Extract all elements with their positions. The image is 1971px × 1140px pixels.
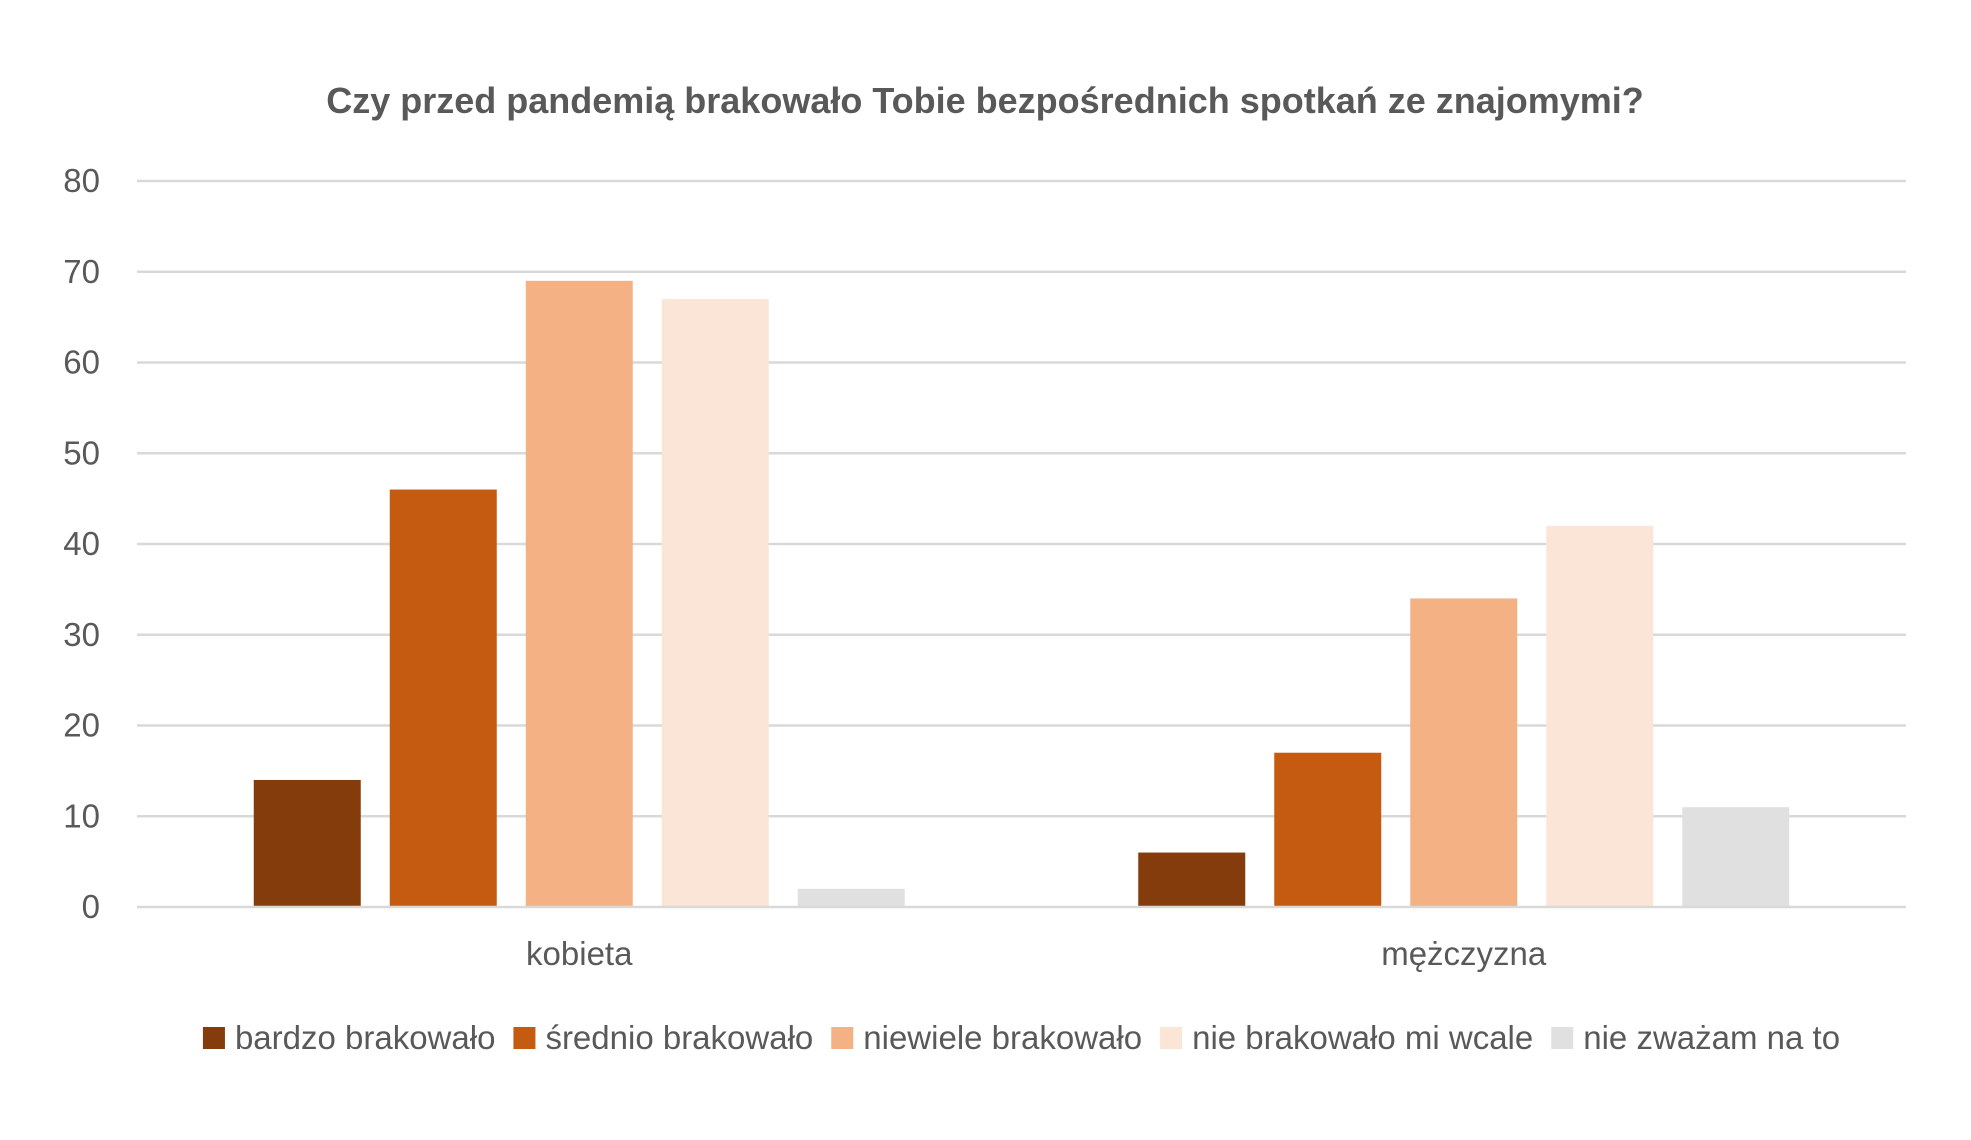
bar: [797, 888, 905, 907]
chart-title: Czy przed pandemią brakowało Tobie bezpo…: [326, 80, 1644, 121]
bar: [389, 489, 497, 907]
legend-item: nie brakowało mi wcale: [1160, 1019, 1533, 1056]
y-axis: 0 10 20 30 40 50 60 70 80: [63, 162, 100, 925]
legend-label: bardzo brakowało: [235, 1019, 496, 1056]
y-tick-label: 10: [63, 797, 100, 834]
bar: [1274, 752, 1382, 907]
y-tick-label: 20: [63, 707, 100, 744]
y-tick-label: 70: [63, 253, 100, 290]
bar: [1138, 852, 1246, 907]
bar: [1410, 598, 1518, 907]
y-tick-label: 40: [63, 525, 100, 562]
y-tick-label: 50: [63, 434, 100, 471]
legend-label: średnio brakowało: [545, 1019, 813, 1056]
legend-swatch: [202, 1027, 225, 1049]
legend-label: niewiele brakowało: [863, 1019, 1142, 1056]
legend: bardzo brakowało średnio brakowało niewiel…: [202, 1019, 1840, 1056]
y-tick-label: 80: [63, 162, 100, 199]
bar: [1682, 807, 1790, 907]
x-axis: kobieta mężczyzna: [137, 905, 1906, 972]
x-category-label: mężczyzna: [1381, 935, 1547, 972]
legend-label: nie zważam na to: [1583, 1019, 1840, 1056]
bar: [253, 779, 361, 907]
legend-item: bardzo brakowało: [202, 1019, 496, 1056]
bars: [253, 280, 1790, 908]
legend-swatch: [1160, 1027, 1183, 1049]
legend-item: niewiele brakowało: [831, 1019, 1142, 1056]
y-tick-label: 30: [63, 616, 100, 653]
legend-swatch: [513, 1027, 536, 1049]
legend-swatch: [1551, 1027, 1574, 1049]
y-tick-label: 0: [82, 888, 100, 925]
legend-label: nie brakowało mi wcale: [1192, 1019, 1533, 1056]
legend-item: średnio brakowało: [513, 1019, 813, 1056]
x-category-label: kobieta: [526, 935, 633, 972]
bar: [1546, 525, 1654, 907]
bar: [661, 298, 769, 908]
y-tick-label: 60: [63, 344, 100, 381]
legend-item: nie zważam na to: [1551, 1019, 1840, 1056]
legend-swatch: [831, 1027, 854, 1049]
bar: [525, 280, 633, 907]
